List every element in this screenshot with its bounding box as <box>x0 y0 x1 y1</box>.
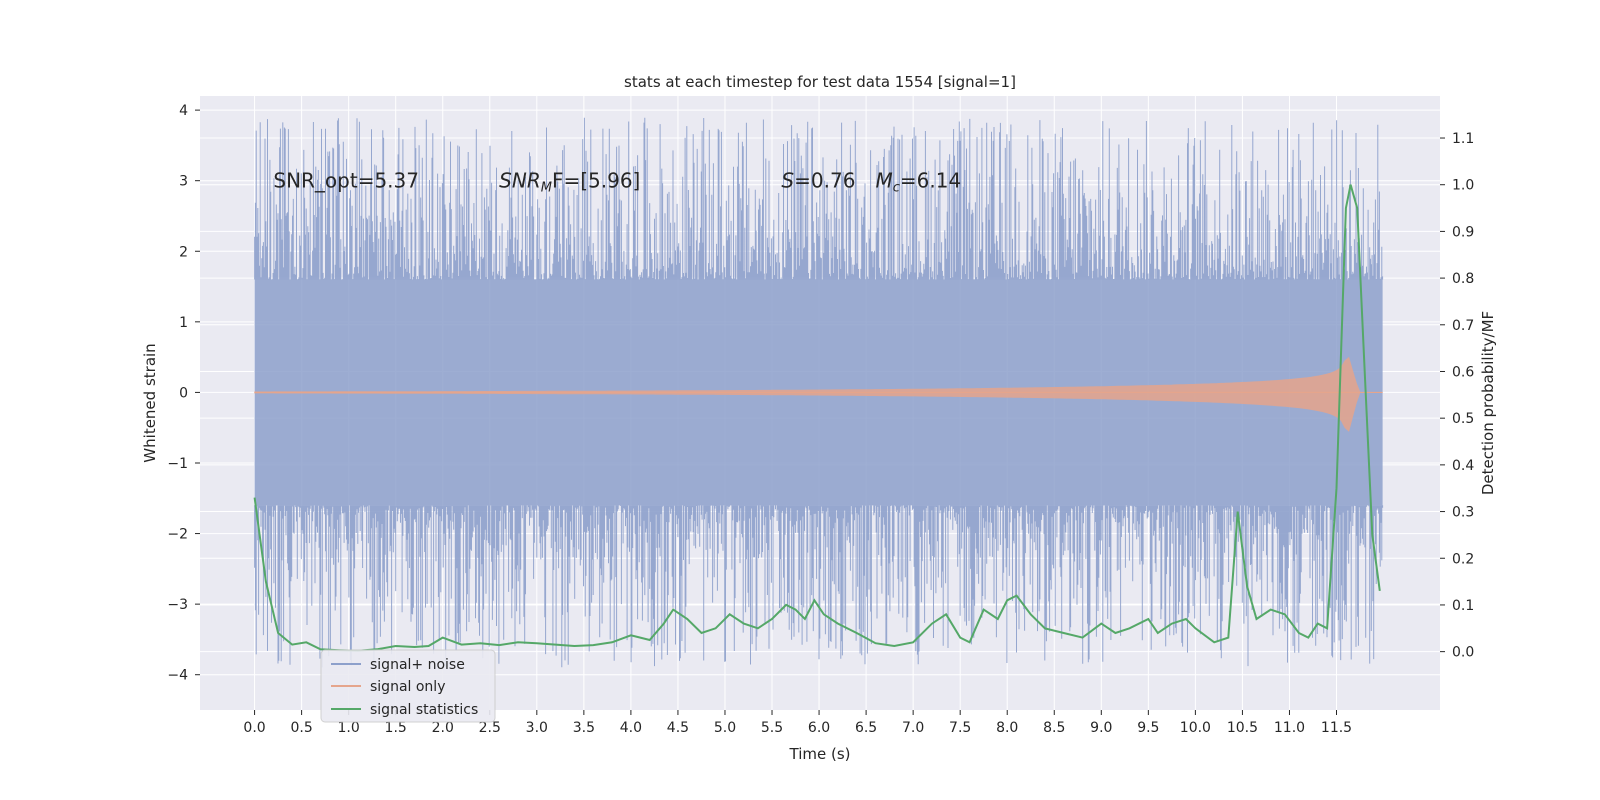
noise-lower-spikes <box>254 505 1384 668</box>
x-tick-label: 11.5 <box>1321 720 1352 736</box>
x-tick-label: 7.5 <box>949 720 971 736</box>
legend-label-signal-noise: signal+ noise <box>370 657 465 673</box>
y-tick-label: −4 <box>167 668 188 684</box>
annotation-rest: =6.14 <box>900 169 961 193</box>
noise-upper-spikes <box>254 117 1384 280</box>
x-tick-label: 3.5 <box>573 720 595 736</box>
x-tick-label: 4.5 <box>667 720 689 736</box>
y2-tick-label: 0.6 <box>1452 364 1474 380</box>
x-tick-label: 11.0 <box>1274 720 1305 736</box>
y2-axis-ticks: 0.0 0.1 0.2 0.3 0.4 0.5 0.6 0.7 0.8 0.9 1.0 1.1 <box>1440 131 1474 661</box>
chart-title: stats at each timestep for test data 155… <box>624 73 1016 91</box>
series-signal-only <box>254 356 1383 432</box>
y2-tick-label: 1.1 <box>1452 131 1474 147</box>
x-axis-label: Time (s) <box>789 745 851 763</box>
legend-label-signal-statistics: signal statistics <box>370 702 478 718</box>
x-tick-label: 5.0 <box>714 720 736 736</box>
y2-axis-label: Detection probability/MF <box>1479 311 1497 495</box>
annotation-text: SNRMF=[5.96] <box>499 169 640 196</box>
annotation-main: S <box>781 169 794 193</box>
y2-tick-label: 0.0 <box>1452 645 1474 661</box>
annotation-text: S=0.76 <box>781 169 855 193</box>
y-tick-label: 4 <box>179 103 188 119</box>
x-tick-label: 0.5 <box>290 720 312 736</box>
y2-tick-label: 0.8 <box>1452 271 1474 287</box>
series-signal-statistics <box>253 184 1381 652</box>
x-tick-label: 5.5 <box>761 720 783 736</box>
y2-tick-label: 0.9 <box>1452 224 1474 240</box>
y-tick-label: 3 <box>179 174 188 190</box>
y-axis-label: Whitened strain <box>141 343 159 462</box>
legend: signal+ noise signal only signal statist… <box>320 649 496 723</box>
annotation-subscript: c <box>893 181 900 196</box>
annotation-subscript: M <box>541 181 552 196</box>
annotation-main: SNR <box>499 169 541 193</box>
y-tick-label: 1 <box>179 315 188 331</box>
annotation-text: Mc=6.14 <box>876 169 962 196</box>
y2-tick-label: 1.0 <box>1452 178 1474 194</box>
x-tick-label: 9.0 <box>1090 720 1112 736</box>
x-tick-label: 1.0 <box>338 720 360 736</box>
x-tick-label: 8.5 <box>1043 720 1065 736</box>
x-tick-label: 2.5 <box>479 720 501 736</box>
x-tick-label: 0.0 <box>243 720 265 736</box>
x-tick-label: 3.0 <box>526 720 548 736</box>
x-tick-label: 10.0 <box>1180 720 1211 736</box>
annotation-text: SNR_opt=5.37 <box>273 169 419 193</box>
y2-tick-label: 0.7 <box>1452 318 1474 334</box>
x-tick-label: 6.5 <box>855 720 877 736</box>
x-tick-label: 7.0 <box>902 720 924 736</box>
annotation-rest: =0.76 <box>794 169 855 193</box>
y-tick-label: −2 <box>167 527 188 543</box>
y2-tick-label: 0.5 <box>1452 411 1474 427</box>
y-axis-ticks: −4 −3 −2 −1 0 1 2 3 4 <box>167 103 200 684</box>
y2-tick-label: 0.1 <box>1452 598 1474 614</box>
annotation-main: M <box>876 169 893 193</box>
y-tick-label: 0 <box>179 385 188 401</box>
y2-tick-label: 0.4 <box>1452 458 1474 474</box>
x-axis-ticks: 0.0 0.5 1.0 1.5 2.0 2.5 3.0 3.5 4.0 4.5 5.0 5.5 6.0 6… <box>243 710 1352 736</box>
y2-tick-label: 0.3 <box>1452 505 1474 521</box>
y-tick-label: 2 <box>179 244 188 260</box>
y-tick-label: −3 <box>167 597 188 613</box>
x-tick-label: 8.0 <box>996 720 1018 736</box>
x-tick-label: 4.0 <box>620 720 642 736</box>
annotations: SNR_opt=5.37 SNRMF=[5.96] S=0.76 Mc=6.14 <box>273 169 961 196</box>
x-tick-label: 1.5 <box>385 720 407 736</box>
x-tick-label: 10.5 <box>1227 720 1258 736</box>
statistics-line <box>253 184 1381 652</box>
legend-label-signal-only: signal only <box>370 679 445 695</box>
x-tick-label: 9.5 <box>1137 720 1159 736</box>
annotation-rest: F=[5.96] <box>552 169 640 193</box>
y2-tick-label: 0.2 <box>1452 551 1474 567</box>
y-tick-label: −1 <box>167 456 188 472</box>
x-tick-label: 6.0 <box>808 720 830 736</box>
legend-box <box>320 649 496 723</box>
annotation-main: SNR_opt=5.37 <box>273 169 419 193</box>
x-tick-label: 2.0 <box>432 720 454 736</box>
